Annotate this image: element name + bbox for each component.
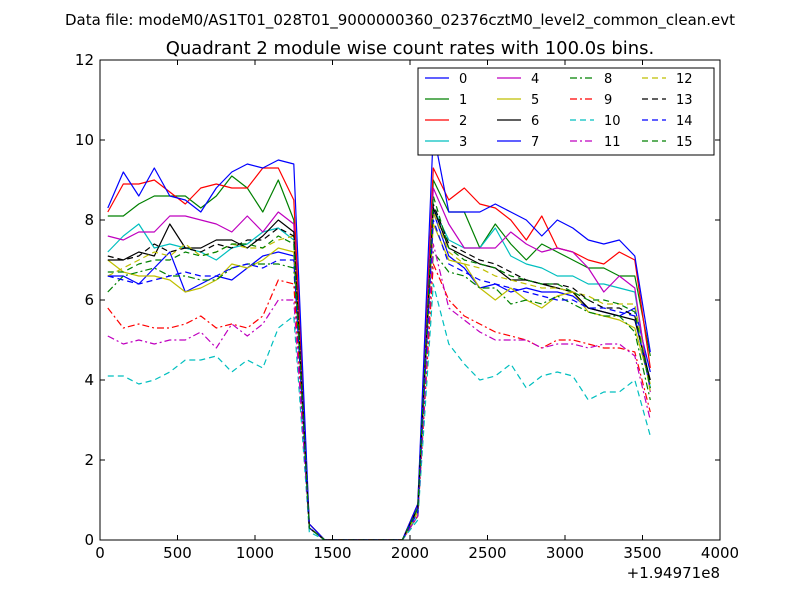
- x-tick-label: 4000: [701, 544, 739, 562]
- series-line-10: [107, 283, 651, 540]
- series-line-8: [107, 251, 651, 540]
- legend-label-8: 8: [604, 72, 612, 87]
- legend-label-12: 12: [676, 72, 693, 87]
- legend-label-5: 5: [531, 93, 539, 108]
- y-tick-label: 2: [84, 451, 94, 469]
- legend-label-6: 6: [531, 114, 539, 129]
- legend-label-11: 11: [604, 135, 621, 150]
- legend-label-15: 15: [676, 135, 693, 150]
- legend-label-13: 13: [676, 93, 693, 108]
- series-line-9: [107, 263, 651, 540]
- legend-label-2: 2: [459, 114, 467, 129]
- y-tick-label: 6: [84, 291, 94, 309]
- figure-suptitle: Data file: modeM0/AS1T01_028T01_90000003…: [65, 11, 735, 30]
- legend-label-10: 10: [604, 114, 621, 129]
- legend-label-14: 14: [676, 114, 693, 129]
- x-tick-label: 1500: [313, 544, 351, 562]
- x-tick-label: 500: [163, 544, 192, 562]
- series-line-1: [107, 175, 651, 540]
- x-tick-label: 3000: [546, 544, 584, 562]
- legend-label-4: 4: [531, 72, 539, 87]
- y-tick-label: 10: [75, 131, 94, 149]
- series-line-4: [107, 187, 651, 540]
- x-tick-label: 1000: [236, 544, 274, 562]
- x-tick-label: 2500: [468, 544, 506, 562]
- series-line-3: [107, 207, 651, 540]
- series-line-12: [107, 211, 651, 540]
- series-line-15: [107, 195, 651, 540]
- legend-label-1: 1: [459, 93, 467, 108]
- y-tick-label: 8: [84, 211, 94, 229]
- legend-label-3: 3: [459, 135, 467, 150]
- series-line-5: [107, 223, 651, 540]
- legend-label-0: 0: [459, 72, 467, 87]
- legend-label-9: 9: [604, 93, 612, 108]
- series-line-0: [107, 211, 651, 540]
- series-layer: [107, 131, 651, 540]
- x-tick-label: 2000: [391, 544, 429, 562]
- legend-label-7: 7: [531, 135, 539, 150]
- series-line-14: [107, 219, 651, 540]
- series-line-11: [107, 243, 651, 540]
- x-axis: 0 500 1000 1500 2000 2500 3000 3500 4000: [95, 60, 739, 562]
- y-tick-label: 4: [84, 371, 94, 389]
- x-tick-label: 0: [95, 544, 105, 562]
- chart-title: Quadrant 2 module wise count rates with …: [166, 38, 655, 59]
- series-line-7: [107, 131, 651, 540]
- y-tick-label: 0: [84, 531, 94, 549]
- y-tick-label: 12: [75, 51, 94, 69]
- x-offset-label: +1.94971e8: [627, 564, 720, 582]
- x-tick-label: 3500: [623, 544, 661, 562]
